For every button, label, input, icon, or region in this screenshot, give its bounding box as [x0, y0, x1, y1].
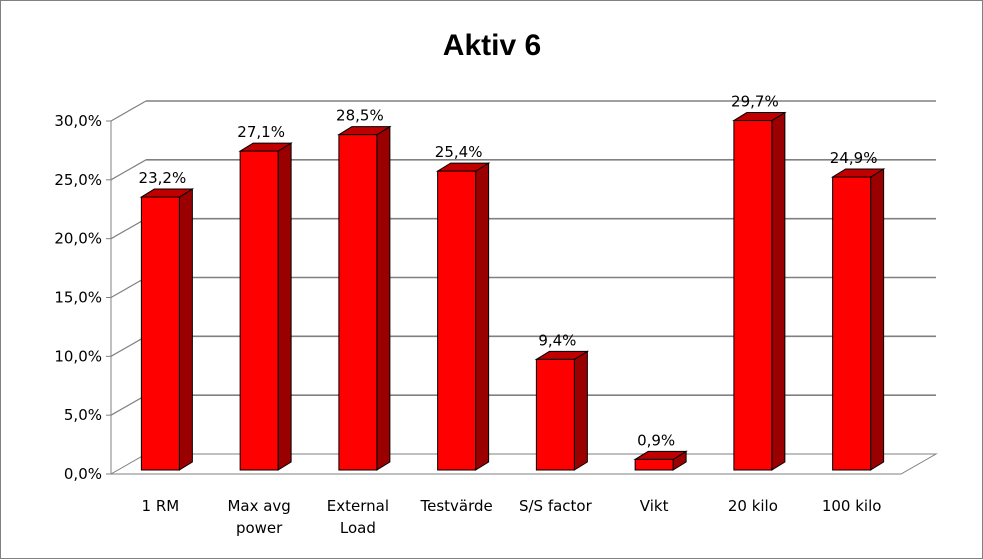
bar-front: [634, 458, 674, 471]
y-tick-label: 20,0%: [54, 230, 102, 248]
y-tick-label: 25,0%: [54, 171, 102, 189]
x-tick-label: power: [236, 519, 283, 537]
bar-side: [178, 188, 193, 471]
bar: [633, 450, 688, 471]
data-labels: 23,2% 27,1% 28,5% 25,4% 9,4% 0,9% 29,7% 24,9%: [139, 93, 878, 450]
bar: [830, 168, 886, 471]
gridline-wall: [110, 276, 147, 299]
chart-floor: [109, 453, 938, 475]
data-label: 27,1%: [237, 123, 285, 141]
x-tick-label: 100 kilo: [822, 497, 882, 515]
x-tick-label: Vikt: [640, 497, 669, 515]
x-tick-label: Max avg: [227, 497, 290, 515]
data-label: 9,4%: [538, 331, 576, 349]
chart-walls: [109, 121, 938, 475]
bar: [238, 142, 293, 471]
bar-side: [771, 111, 786, 471]
bar-front: [437, 170, 477, 471]
gridlines: [110, 100, 936, 416]
bar-side: [475, 162, 490, 471]
gridline-wall: [110, 218, 147, 240]
data-label: 0,9%: [637, 431, 675, 449]
data-label: 25,4%: [435, 143, 483, 161]
bar-front: [733, 120, 773, 471]
data-label: 29,7%: [731, 93, 779, 111]
gridline-wall: [110, 394, 147, 416]
bar: [534, 350, 590, 471]
bar-front: [832, 176, 872, 471]
bar-side: [376, 125, 391, 471]
bars: [139, 111, 886, 471]
y-tick-label: 30,0%: [54, 112, 102, 130]
gridline-wall: [110, 159, 147, 181]
x-tick-label: 1 RM: [142, 497, 180, 515]
bar-front: [535, 358, 575, 471]
data-label: 24,9%: [830, 149, 878, 167]
gridline-wall: [110, 100, 147, 122]
x-tick-label: S/S factor: [519, 497, 593, 515]
bar-side: [277, 142, 292, 471]
bar: [732, 111, 787, 471]
bar: [337, 125, 392, 471]
y-tick-label: 5,0%: [64, 406, 102, 424]
x-axis-labels: 1 RM Max avg power External Load Testvärde S/S…: [142, 497, 882, 537]
x-tick-label: 20 kilo: [728, 497, 778, 515]
x-tick-label: External: [327, 497, 389, 515]
x-tick-label: Testvärde: [419, 497, 492, 515]
bar-front: [239, 150, 279, 471]
gridline-wall: [110, 335, 147, 357]
bar-front: [338, 134, 378, 471]
x-tick-label: Load: [340, 519, 376, 537]
chart-title: Aktiv 6: [443, 29, 541, 62]
bar-side: [870, 168, 885, 471]
y-axis-ticks: 0,0% 5,0% 10,0% 15,0% 20,0% 25,0% 30,0%: [54, 112, 111, 483]
data-label: 23,2%: [139, 169, 187, 187]
bar: [139, 188, 195, 471]
bar-side: [573, 350, 588, 471]
bar: [435, 162, 491, 471]
data-label: 28,5%: [336, 107, 384, 125]
y-tick-label: 0,0%: [64, 465, 102, 483]
y-tick-label: 10,0%: [54, 347, 102, 365]
bar-front: [140, 196, 180, 471]
y-tick-label: 15,0%: [54, 289, 102, 307]
